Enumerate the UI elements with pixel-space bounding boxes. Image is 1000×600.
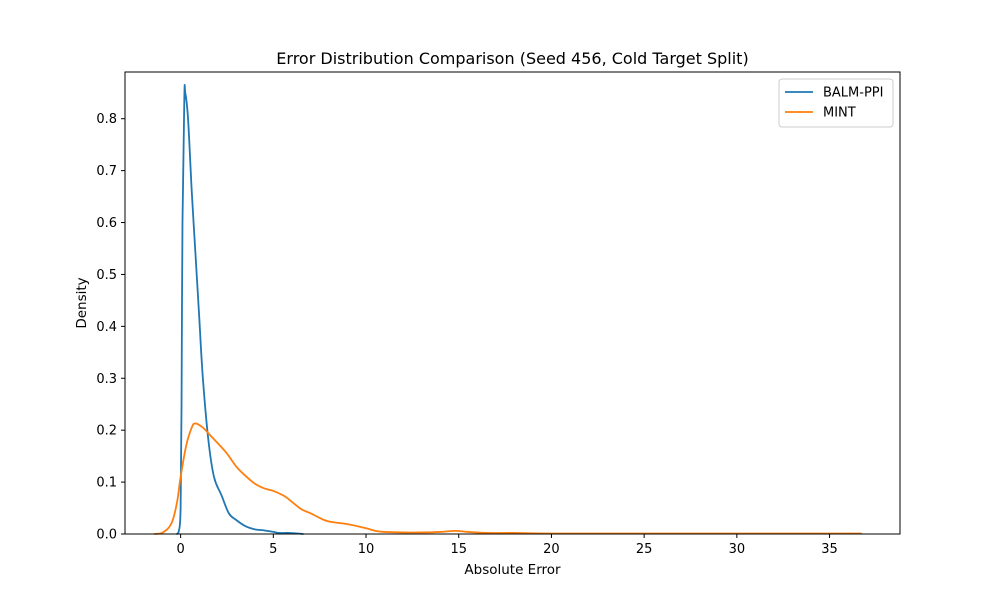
y-tick-label: 0.2	[96, 424, 117, 439]
x-tick-label: 35	[821, 542, 838, 557]
legend-items: BALM-PPI MINT	[785, 86, 883, 121]
y-tick-label: 0.5	[96, 268, 117, 283]
x-tick-label: 15	[450, 542, 467, 557]
plot-frame	[124, 71, 901, 535]
y-axis-label: Density	[74, 277, 90, 328]
y-tick-label: 0.6	[96, 216, 117, 231]
x-tick-label: 0	[176, 542, 184, 557]
legend-label: MINT	[823, 106, 856, 121]
series-line-balm-ppi	[176, 84, 304, 535]
y-tick-label: 0.8	[96, 112, 117, 127]
y-tick-label: 0.7	[96, 164, 117, 179]
x-axis-label: Absolute Error	[464, 562, 561, 578]
x-tick-label: 5	[269, 542, 277, 557]
x-axis-ticks: 0 5 10 15 20 25 30 35	[176, 534, 838, 557]
x-tick-label: 10	[358, 542, 375, 557]
y-axis-ticks: 0.0 0.1 0.2 0.3 0.4 0.5 0.6 0.7 0.8	[96, 112, 125, 543]
legend-box	[778, 78, 894, 128]
y-tick-label: 0.0	[96, 528, 117, 543]
series-layer	[153, 84, 862, 535]
y-tick-label: 0.1	[96, 476, 117, 491]
x-tick-label: 20	[543, 542, 560, 557]
y-tick-label: 0.3	[96, 372, 117, 387]
legend-label: BALM-PPI	[823, 86, 883, 101]
chart-title: Error Distribution Comparison (Seed 456,…	[276, 49, 748, 68]
legend: BALM-PPI MINT	[778, 78, 894, 128]
y-tick-label: 0.4	[96, 320, 117, 335]
x-tick-label: 25	[636, 542, 653, 557]
x-tick-label: 30	[729, 542, 746, 557]
plot-area	[124, 71, 901, 535]
series-line-mint	[153, 422, 862, 535]
